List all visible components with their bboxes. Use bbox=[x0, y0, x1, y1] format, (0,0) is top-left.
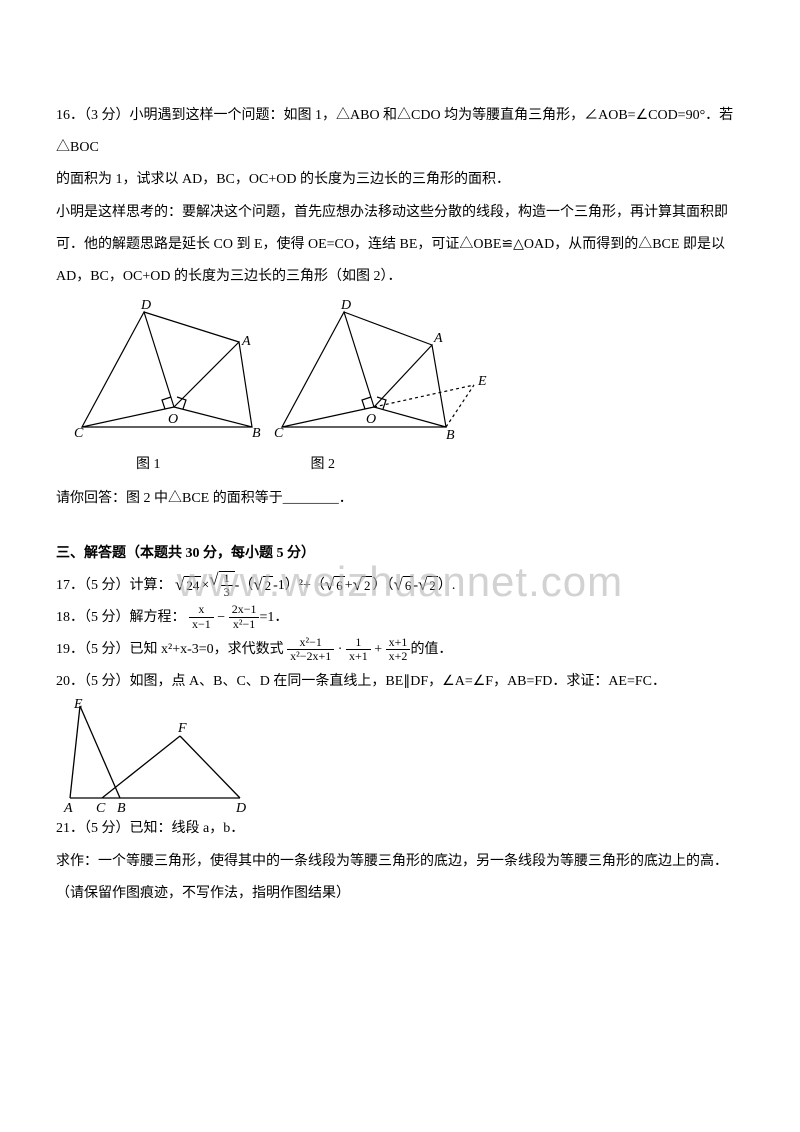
svg-text:A: A bbox=[241, 334, 251, 349]
q16-line5: AD，BC，OC+OD 的长度为三边长的三角形（如图 2）． bbox=[56, 261, 744, 293]
q21-line2: 求作：一个等腰三角形，使得其中的一条线段为等腰三角形的底边，另一条线段为等腰三角… bbox=[56, 846, 744, 878]
q21-label: 已知：线段 a，b． bbox=[130, 821, 245, 836]
q20: 20．（5 分）如图，点 A、B、C、D 在同一条直线上，BE∥DF，∠A=∠F… bbox=[56, 666, 744, 698]
svg-text:B: B bbox=[117, 801, 126, 813]
q18-number: 18． bbox=[56, 610, 84, 625]
q20-figure: E F A C B D bbox=[60, 698, 744, 813]
fig1-label: 图 1 bbox=[136, 449, 161, 481]
q19-label: 已知 x²+x-3=0，求代数式 bbox=[130, 642, 284, 657]
q21: 21．（5 分）已知：线段 a，b． bbox=[56, 813, 744, 845]
q21-line3: （请保留作图痕迹，不写作法，指明作图结果） bbox=[56, 878, 744, 910]
svg-text:C: C bbox=[74, 426, 84, 441]
figure-2: D A E O C B bbox=[274, 297, 494, 447]
q20-points: （5 分） bbox=[84, 674, 130, 689]
svg-text:B: B bbox=[252, 426, 261, 441]
q17-points: （5 分） bbox=[84, 578, 130, 593]
svg-text:O: O bbox=[366, 412, 376, 427]
q19-points: （5 分） bbox=[84, 642, 130, 657]
svg-text:F: F bbox=[177, 721, 187, 736]
q16-figures: D A O C B D A E O C B bbox=[74, 297, 744, 447]
figure-captions: 图 1 图 2 bbox=[136, 449, 744, 481]
q20-number: 20． bbox=[56, 674, 84, 689]
q21-number: 21． bbox=[56, 821, 84, 836]
q21-points: （5 分） bbox=[84, 821, 130, 836]
q18: 18．（5 分）解方程： xx−1 − 2x−1x²−1=1． bbox=[56, 602, 744, 634]
svg-text:E: E bbox=[73, 698, 83, 712]
svg-text:D: D bbox=[340, 298, 351, 313]
section3-title: 三、解答题（本题共 30 分，每小题 5 分） bbox=[56, 538, 744, 570]
q17-label: 计算： bbox=[130, 578, 172, 593]
svg-text:C: C bbox=[274, 426, 284, 441]
figure-1: D A O C B bbox=[74, 297, 264, 447]
q17: 17．（5 分）计算： √24×√13-（√2-1）²+（√6+√2）（√6-√… bbox=[56, 570, 744, 602]
svg-text:D: D bbox=[235, 801, 246, 813]
q18-points: （5 分） bbox=[84, 610, 130, 625]
q16-points: （3 分） bbox=[84, 108, 130, 123]
q19: 19．（5 分）已知 x²+x-3=0，求代数式 x²−1x²−2x+1 · 1… bbox=[56, 634, 744, 666]
q17-number: 17． bbox=[56, 578, 84, 593]
q16-number: 16． bbox=[56, 108, 84, 123]
q16-line3: 小明是这样思考的：要解决这个问题，首先应想办法移动这些分散的线段，构造一个三角形… bbox=[56, 197, 744, 229]
svg-text:A: A bbox=[433, 331, 443, 346]
q16: 16．（3 分）小明遇到这样一个问题：如图 1，△ABO 和△CDO 均为等腰直… bbox=[56, 100, 744, 164]
q16-text-1: 小明遇到这样一个问题：如图 1，△ABO 和△CDO 均为等腰直角三角形，∠AO… bbox=[56, 108, 733, 155]
q19-number: 19． bbox=[56, 642, 84, 657]
q16-line4: 可．他的解题思路是延长 CO 到 E，使得 OE=CO，连结 BE，可证△OBE… bbox=[56, 229, 744, 261]
q16-line2: 的面积为 1，试求以 AD，BC，OC+OD 的长度为三边长的三角形的面积． bbox=[56, 164, 744, 196]
svg-text:A: A bbox=[63, 801, 73, 813]
fig2-label: 图 2 bbox=[311, 449, 336, 481]
svg-text:O: O bbox=[168, 412, 178, 427]
q18-label: 解方程： bbox=[130, 610, 186, 625]
svg-text:D: D bbox=[140, 298, 151, 313]
q16-answer-line: 请你回答：图 2 中△BCE 的面积等于________． bbox=[56, 483, 744, 515]
svg-text:C: C bbox=[96, 801, 106, 813]
svg-text:B: B bbox=[446, 428, 455, 443]
q20-text: 如图，点 A、B、C、D 在同一条直线上，BE∥DF，∠A=∠F，AB=FD．求… bbox=[130, 674, 667, 689]
svg-text:E: E bbox=[477, 374, 487, 389]
